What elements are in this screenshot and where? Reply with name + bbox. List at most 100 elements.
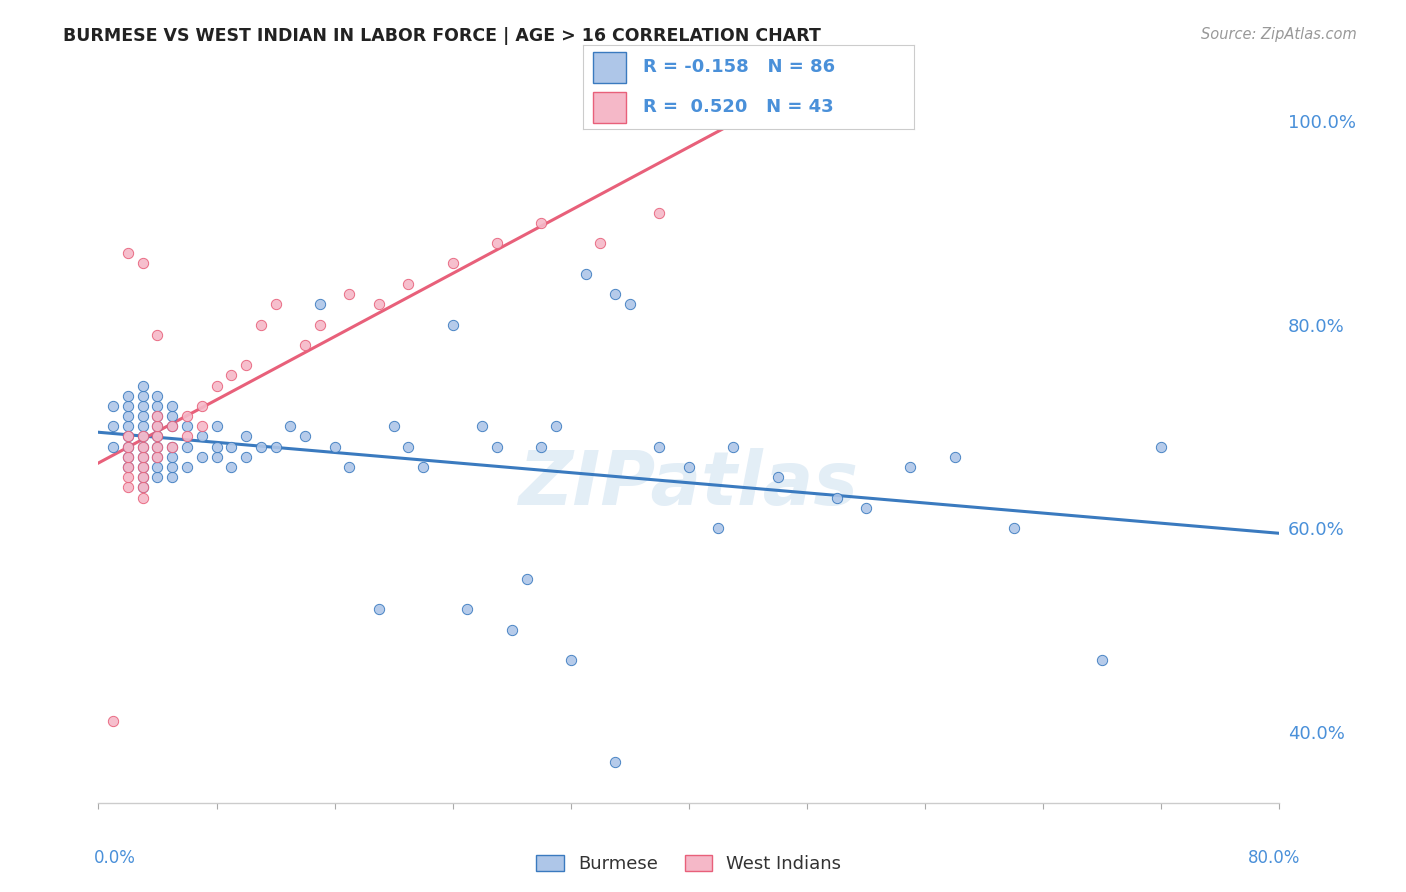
Point xyxy=(132,480,155,494)
Point xyxy=(441,318,464,332)
Legend: Burmese, West Indians: Burmese, West Indians xyxy=(537,855,841,873)
Point xyxy=(205,440,228,454)
Point xyxy=(221,440,243,454)
Point xyxy=(132,440,155,454)
Point xyxy=(589,236,612,251)
Point xyxy=(339,287,361,301)
Point xyxy=(103,440,125,454)
Point xyxy=(766,470,789,484)
Point xyxy=(368,602,391,616)
Point xyxy=(132,429,155,443)
Point xyxy=(162,440,183,454)
Point xyxy=(117,429,139,443)
Point xyxy=(176,409,198,423)
Point xyxy=(619,297,641,311)
Point xyxy=(294,429,316,443)
Point xyxy=(412,460,434,475)
Point xyxy=(162,460,183,475)
Point xyxy=(382,419,405,434)
Point xyxy=(605,755,627,769)
Point xyxy=(117,419,139,434)
Point xyxy=(162,399,183,413)
Text: BURMESE VS WEST INDIAN IN LABOR FORCE | AGE > 16 CORRELATION CHART: BURMESE VS WEST INDIAN IN LABOR FORCE | … xyxy=(63,27,821,45)
Point xyxy=(546,419,568,434)
Point xyxy=(205,450,228,464)
Point xyxy=(117,460,139,475)
Point xyxy=(235,429,257,443)
Point xyxy=(132,429,155,443)
Point xyxy=(146,450,169,464)
Point xyxy=(132,256,155,270)
Point xyxy=(648,440,671,454)
Point xyxy=(162,409,183,423)
Point xyxy=(309,318,332,332)
Point xyxy=(205,378,228,392)
Text: R = -0.158   N = 86: R = -0.158 N = 86 xyxy=(643,59,835,77)
Point xyxy=(235,450,257,464)
Point xyxy=(900,460,922,475)
Point xyxy=(162,470,183,484)
Point xyxy=(103,399,125,413)
Point xyxy=(530,216,553,230)
Point xyxy=(457,602,479,616)
Point xyxy=(146,440,169,454)
Point xyxy=(146,429,169,443)
Point xyxy=(250,318,273,332)
Point xyxy=(117,399,139,413)
Point xyxy=(221,460,243,475)
Point xyxy=(575,267,598,281)
Point xyxy=(398,440,420,454)
Point xyxy=(205,419,228,434)
Point xyxy=(605,287,627,301)
Point xyxy=(250,440,273,454)
Point xyxy=(146,409,169,423)
Point xyxy=(146,429,169,443)
Point xyxy=(162,440,183,454)
Point xyxy=(132,389,155,403)
Point xyxy=(501,623,523,637)
Text: 80.0%: 80.0% xyxy=(1249,849,1301,867)
Point xyxy=(132,399,155,413)
Point xyxy=(132,460,155,475)
Text: ZIPatlas: ZIPatlas xyxy=(519,449,859,522)
Point xyxy=(146,409,169,423)
Text: 0.0%: 0.0% xyxy=(94,849,136,867)
Point xyxy=(825,491,848,505)
Point xyxy=(132,378,155,392)
Point xyxy=(132,409,155,423)
Point xyxy=(707,521,730,535)
Point xyxy=(146,440,169,454)
Text: R =  0.520   N = 43: R = 0.520 N = 43 xyxy=(643,98,834,116)
FancyBboxPatch shape xyxy=(593,92,627,122)
Point xyxy=(117,480,139,494)
Point xyxy=(117,450,139,464)
Point xyxy=(103,419,125,434)
Point xyxy=(176,460,198,475)
Point xyxy=(723,440,745,454)
Point xyxy=(264,297,287,311)
Point xyxy=(117,470,139,484)
Point xyxy=(855,500,877,515)
Point xyxy=(117,429,139,443)
Point xyxy=(560,653,582,667)
Point xyxy=(146,327,169,342)
Point xyxy=(191,419,214,434)
Point xyxy=(117,450,139,464)
Point xyxy=(132,480,155,494)
Point xyxy=(132,470,155,484)
Point xyxy=(280,419,302,434)
Point xyxy=(943,450,966,464)
Point xyxy=(117,389,139,403)
Point xyxy=(530,440,553,454)
Point xyxy=(117,246,139,260)
Point xyxy=(486,236,509,251)
Text: Source: ZipAtlas.com: Source: ZipAtlas.com xyxy=(1201,27,1357,42)
Point xyxy=(516,572,538,586)
Point xyxy=(235,358,257,372)
Point xyxy=(132,491,155,505)
Point xyxy=(117,440,139,454)
Point xyxy=(162,450,183,464)
Point xyxy=(146,389,169,403)
Point xyxy=(162,419,183,434)
Point xyxy=(132,450,155,464)
